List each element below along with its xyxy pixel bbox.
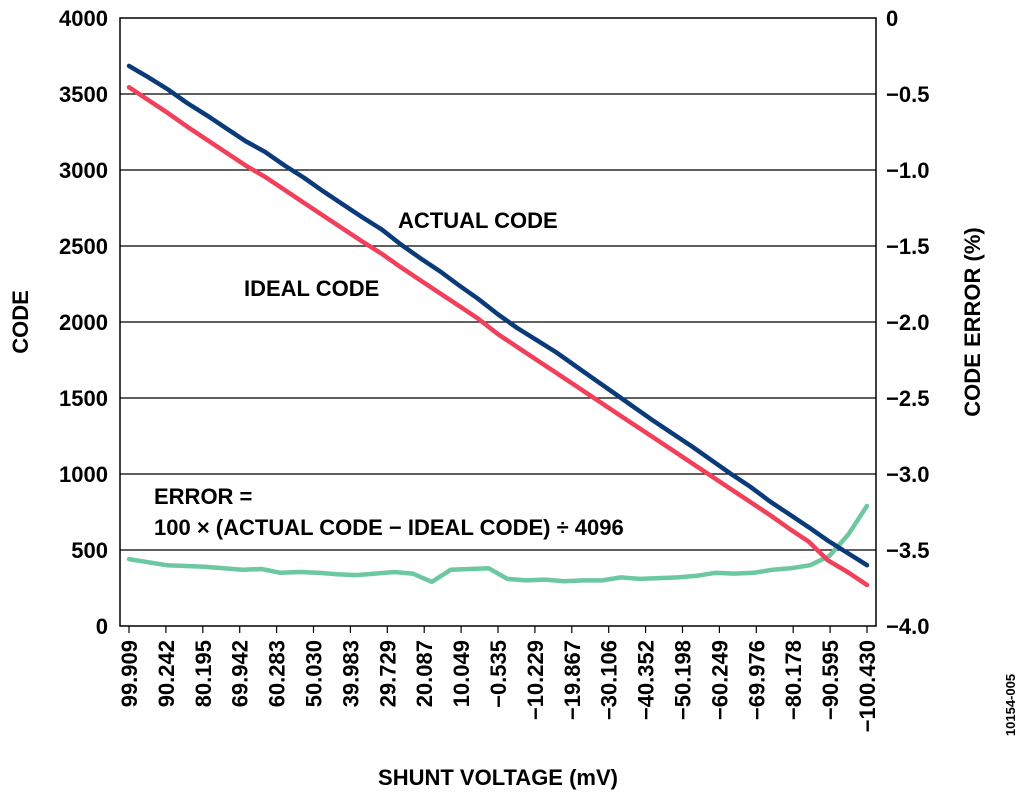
x-tick-labels: 99.909 90.242 80.195 69.942 60.283 50.030 39.9… — [117, 626, 880, 732]
x-tick-label: −10.229 — [523, 640, 548, 720]
y2-tick-label: −4.0 — [886, 614, 929, 639]
annotation-ideal-code: IDEAL CODE — [244, 276, 379, 301]
grid-lines — [120, 93, 876, 551]
x-tick-label: 99.909 — [117, 640, 142, 707]
x-tick-label: 60.283 — [265, 640, 290, 707]
x-axis-label: SHUNT VOLTAGE (mV) — [378, 765, 618, 790]
annotation-actual-code: ACTUAL CODE — [398, 208, 558, 233]
x-tick-label: −0.535 — [486, 640, 511, 708]
x-tick-label: 39.983 — [338, 640, 363, 707]
y2-tick-label: −3.0 — [886, 462, 929, 487]
y2-tick-label: −2.5 — [886, 386, 929, 411]
y2-tick-label: −2.0 — [886, 310, 929, 335]
y-tick-label: 500 — [71, 538, 108, 563]
y2-tick-label: −0.5 — [886, 82, 929, 107]
y-tick-label: 0 — [96, 614, 108, 639]
x-tick-label: −30.106 — [597, 640, 622, 720]
x-tick-label: 50.030 — [302, 640, 327, 707]
x-tick-label: −50.198 — [671, 640, 696, 720]
y-tick-label: 1000 — [59, 462, 108, 487]
y2-tick-label: −1.5 — [886, 234, 929, 259]
x-tick-label: −60.249 — [707, 640, 732, 720]
y-tick-label: 2500 — [59, 234, 108, 259]
x-tick-label: 20.087 — [412, 640, 437, 707]
x-tick-label: −80.178 — [781, 640, 806, 720]
y2-tick-labels: 0 −0.5 −1.0 −1.5 −2.0 −2.5 −3.0 −3.5 −4.0 — [886, 6, 929, 639]
y2-tick-label: −3.5 — [886, 538, 929, 563]
y-tick-label: 1500 — [59, 386, 108, 411]
x-tick-label: −100.430 — [855, 640, 880, 732]
x-tick-label: −69.976 — [744, 640, 769, 720]
series-layer — [126, 63, 870, 588]
series-line-error — [126, 503, 870, 585]
y-axis-label: CODE — [8, 290, 33, 354]
series-line-ideal — [126, 84, 870, 588]
figure-id: 10154-005 — [1003, 674, 1018, 736]
x-tick-label: −19.867 — [560, 640, 585, 720]
y2-tick-label: −1.0 — [886, 158, 929, 183]
series-line-actual — [126, 63, 870, 568]
x-tick-label: 10.049 — [449, 640, 474, 707]
annotation-error-formula-line2: 100 × (ACTUAL CODE − IDEAL CODE) ÷ 4096 — [154, 515, 624, 540]
annotation-error-formula-line1: ERROR = — [154, 484, 252, 509]
x-tick-label: −40.352 — [634, 640, 659, 720]
x-tick-label: 69.942 — [228, 640, 253, 707]
y-tick-labels: 0 500 1000 1500 2000 2500 3000 3500 4000 — [59, 6, 108, 639]
x-tick-label: −90.595 — [818, 640, 843, 720]
y2-axis-label: CODE ERROR (%) — [960, 227, 985, 416]
x-tick-label: 90.242 — [154, 640, 179, 707]
y-tick-label: 4000 — [59, 6, 108, 31]
y-tick-label: 2000 — [59, 310, 108, 335]
x-tick-label: 29.729 — [375, 640, 400, 707]
y2-tick-label: 0 — [886, 6, 898, 31]
y-tick-label: 3000 — [59, 158, 108, 183]
y-tick-label: 3500 — [59, 82, 108, 107]
x-tick-label: 80.195 — [191, 640, 216, 707]
